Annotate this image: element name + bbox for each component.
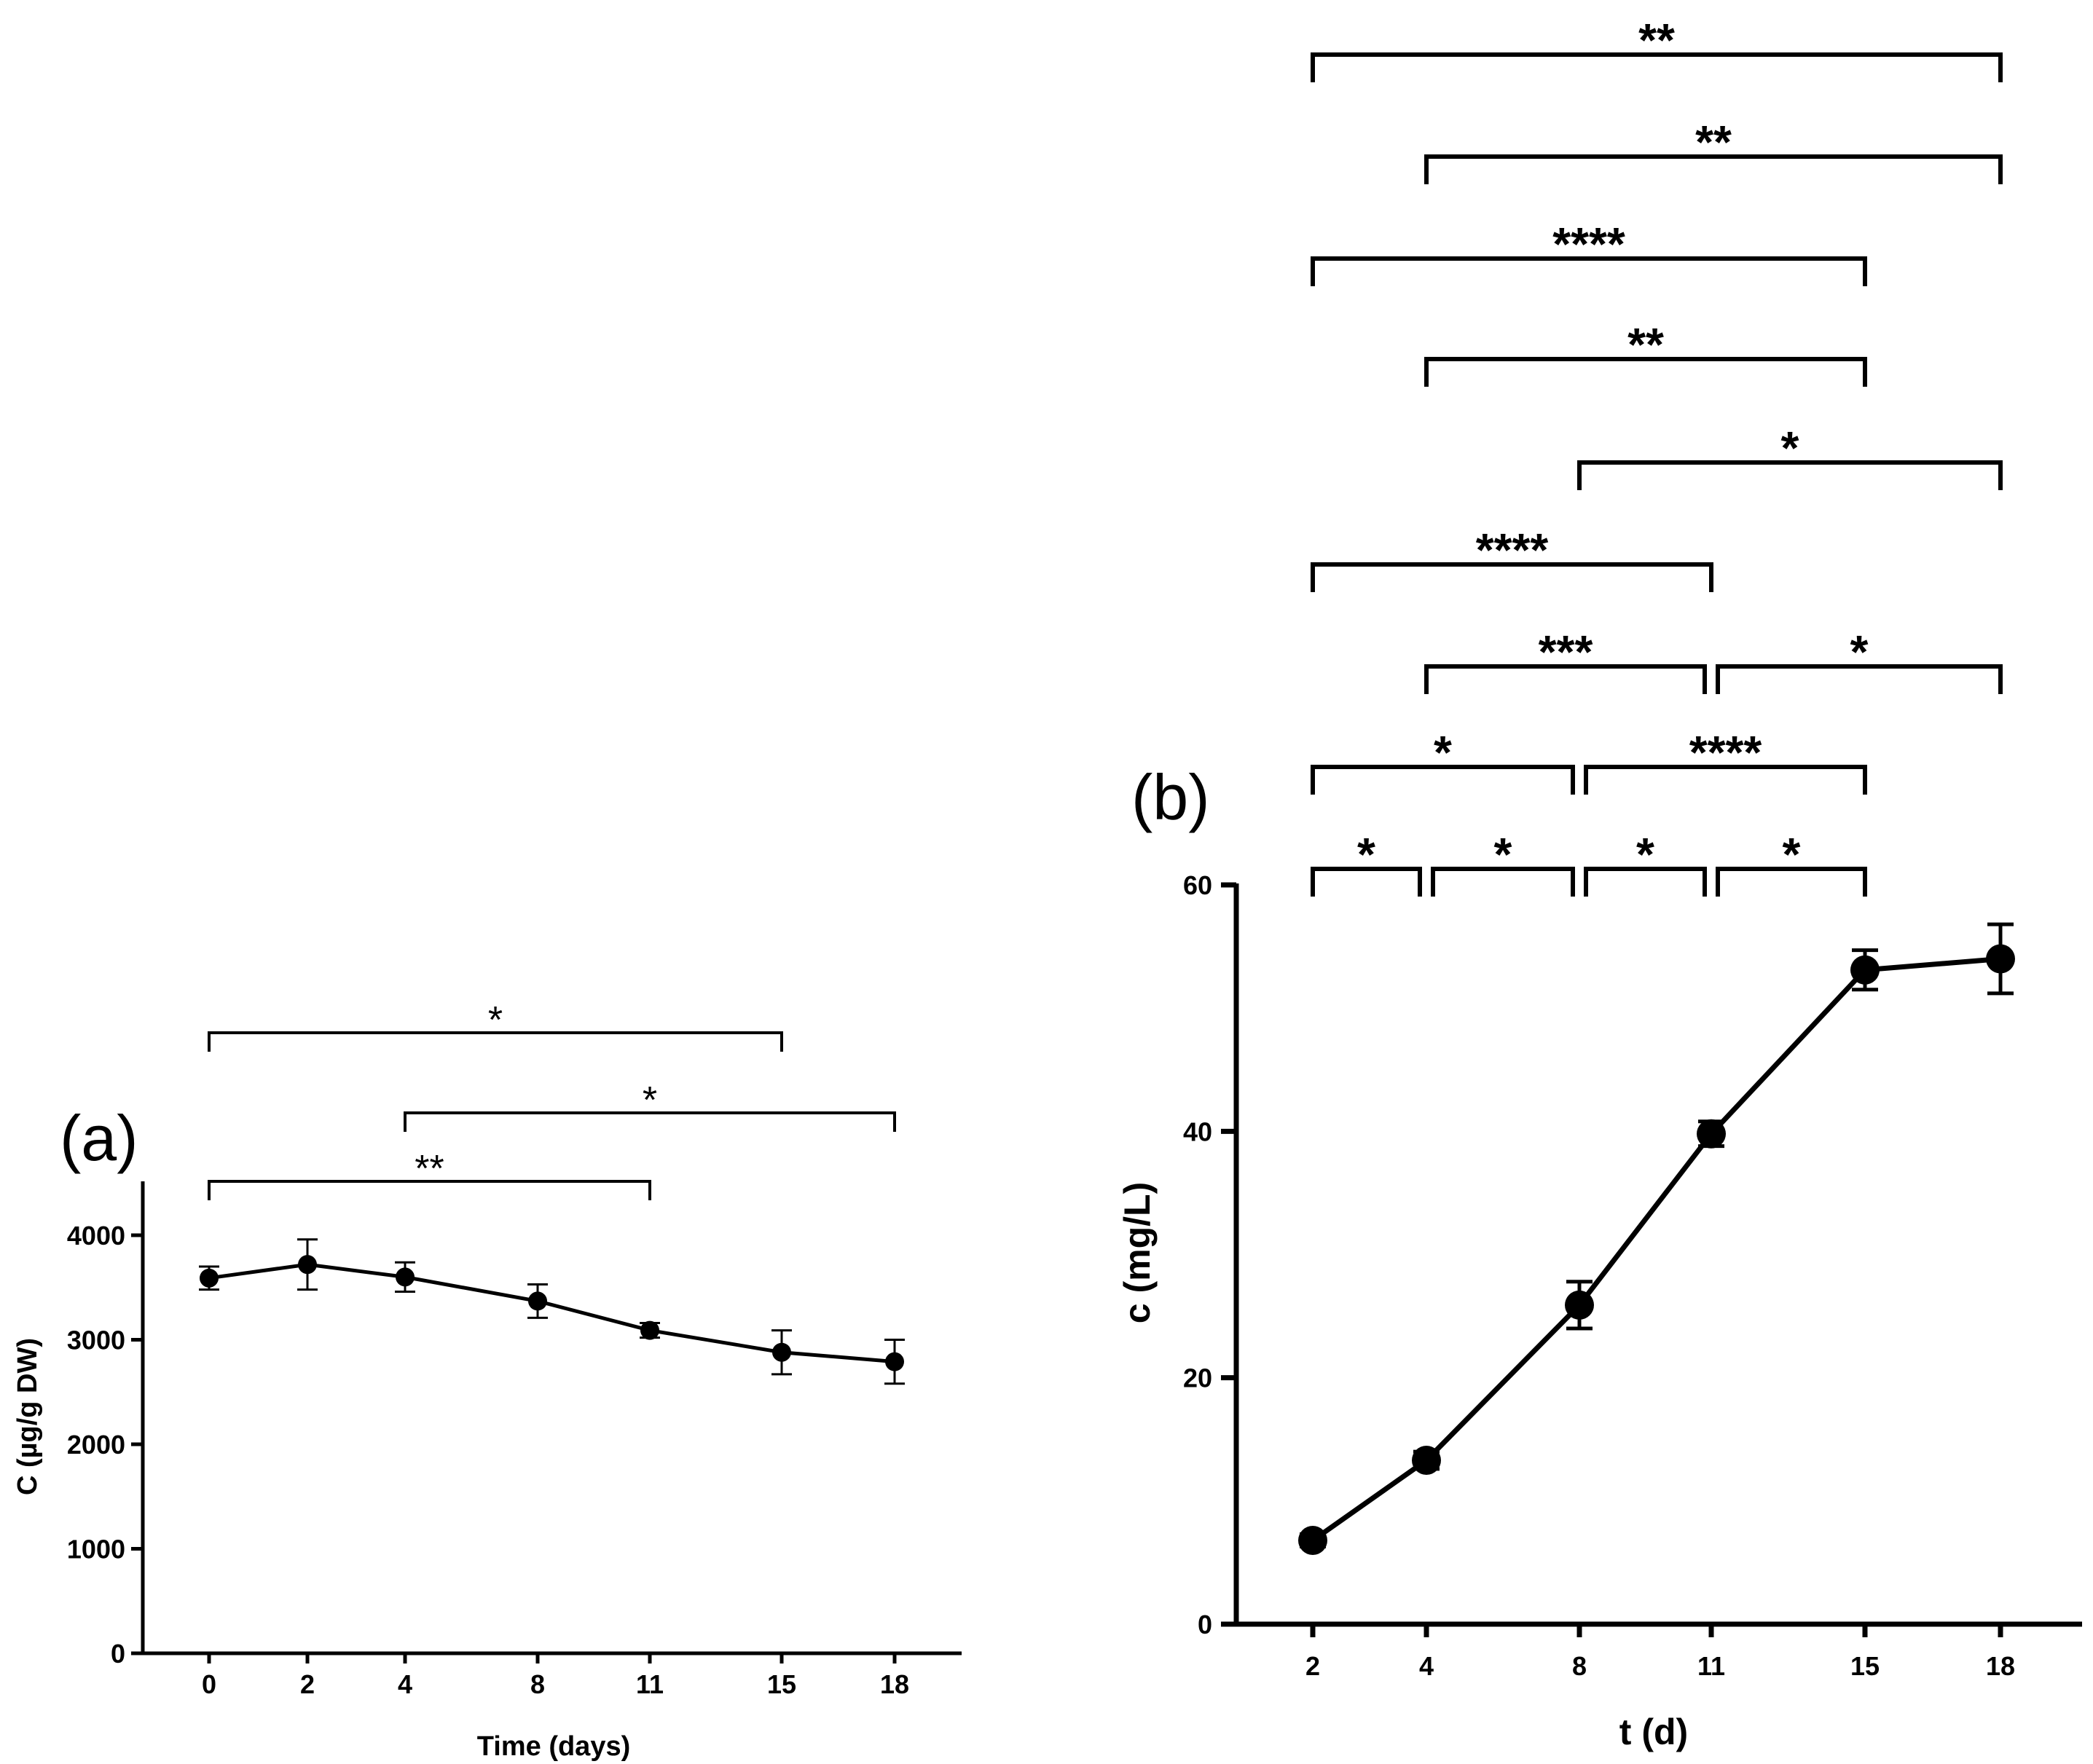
x-tick-label: 18 <box>1986 1651 2015 1681</box>
x-tick-label: 15 <box>767 1669 796 1699</box>
data-point <box>298 1255 317 1275</box>
x-tick-label: 0 <box>202 1669 216 1699</box>
x-tick-label: 11 <box>636 1669 664 1699</box>
significance-label: ** <box>415 1148 444 1190</box>
panel-b-y-axis-title: c (mg/L) <box>1117 1182 1158 1323</box>
significance-bracket <box>1431 867 1575 897</box>
panel-a-series-line <box>208 1262 895 1364</box>
significance-bracket <box>1424 154 2003 184</box>
data-point <box>885 1352 904 1371</box>
significance-label: * <box>1636 828 1654 881</box>
x-tick-label: 18 <box>880 1669 909 1699</box>
significance-label: * <box>1434 726 1452 779</box>
significance-label: **** <box>1552 218 1625 270</box>
x-tick-label: 11 <box>1697 1651 1725 1681</box>
significance-bracket <box>404 1111 896 1132</box>
significance-bracket <box>1424 664 1707 694</box>
significance-bracket <box>1584 867 1707 897</box>
x-tick-label: 15 <box>1850 1651 1880 1681</box>
significance-bracket <box>1584 765 1867 795</box>
data-point <box>1298 1525 1327 1555</box>
significance-label: ** <box>1627 318 1664 371</box>
significance-bracket <box>1424 357 1867 387</box>
significance-label: ** <box>1638 14 1675 66</box>
significance-bracket <box>1311 562 1713 592</box>
data-point <box>1697 1119 1726 1149</box>
y-tick-label: 40 <box>1183 1117 1212 1146</box>
panel-a-x-axis-title: Time (days) <box>477 1731 630 1762</box>
significance-label: **** <box>1689 726 1762 779</box>
data-point <box>1850 955 1880 985</box>
y-tick-label: 3000 <box>67 1326 125 1355</box>
significance-label: * <box>1781 422 1799 474</box>
y-tick-label: 60 <box>1183 870 1212 900</box>
y-tick-label: 2000 <box>67 1430 125 1460</box>
panel-b-series-line <box>1311 956 2001 1543</box>
data-point <box>772 1342 791 1362</box>
y-tick-label: 1000 <box>67 1535 125 1564</box>
significance-label: * <box>643 1079 657 1122</box>
y-tick-label: 4000 <box>67 1221 125 1251</box>
significance-label: * <box>1783 828 1801 881</box>
data-point <box>1565 1290 1594 1320</box>
significance-bracket <box>1311 52 2003 82</box>
x-tick-label: 4 <box>398 1669 412 1699</box>
y-tick-label: 0 <box>1198 1610 1212 1639</box>
significance-bracket <box>1577 460 2003 490</box>
x-tick-label: 8 <box>1572 1651 1587 1681</box>
significance-bracket <box>208 1031 783 1052</box>
data-point <box>640 1320 659 1340</box>
significance-label: * <box>1850 626 1869 678</box>
y-tick-label: 20 <box>1183 1363 1212 1393</box>
x-tick-label: 8 <box>530 1669 545 1699</box>
significance-bracket <box>1716 867 1867 897</box>
data-point <box>396 1267 415 1287</box>
data-point <box>1412 1446 1441 1476</box>
significance-bracket <box>1311 256 1867 286</box>
significance-label: * <box>488 999 503 1042</box>
panel-a-y-axis-title: C (µg/g DW) <box>12 1338 43 1495</box>
data-point <box>1986 944 2015 974</box>
significance-label: ** <box>1695 116 1732 168</box>
data-point <box>200 1268 219 1288</box>
significance-bracket <box>208 1180 651 1200</box>
x-tick-label: 2 <box>300 1669 315 1699</box>
significance-label: **** <box>1476 524 1549 576</box>
x-tick-label: 2 <box>1305 1651 1320 1681</box>
y-tick-label: 0 <box>111 1639 125 1669</box>
significance-label: * <box>1357 828 1375 881</box>
data-point <box>528 1291 547 1311</box>
significance-bracket <box>1311 765 1575 795</box>
significance-label: * <box>1494 828 1512 881</box>
significance-bracket <box>1311 867 1422 897</box>
panel-a-label: (a) <box>60 1102 138 1174</box>
panel-b-x-axis-title: t (d) <box>1619 1712 1688 1752</box>
panel-b-label: (b) <box>1131 761 1210 833</box>
x-tick-label: 4 <box>1419 1651 1434 1681</box>
significance-bracket <box>1716 664 2003 694</box>
significance-label: *** <box>1539 626 1593 678</box>
